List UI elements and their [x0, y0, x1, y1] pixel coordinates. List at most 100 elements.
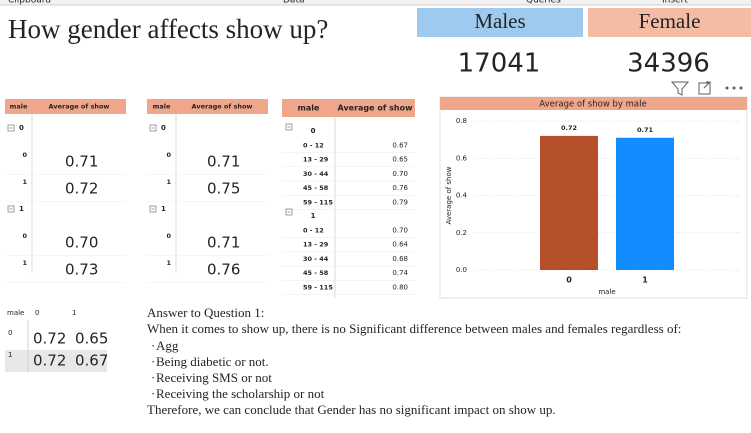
- table-header: [147, 99, 268, 114]
- more-dot[interactable]: [739, 86, 743, 90]
- card-label: Female: [639, 9, 701, 33]
- row-label: 1: [166, 259, 171, 267]
- collapse-icon: [285, 123, 293, 131]
- answer-conclusion: Therefore, we can conclude that Gender h…: [147, 402, 556, 417]
- x-axis-title: male: [598, 288, 615, 296]
- card-value: 17041: [458, 49, 541, 79]
- more-dot[interactable]: [732, 86, 736, 90]
- y-tick-label: 0.0: [456, 266, 467, 274]
- bullet-dot: ·: [151, 370, 155, 385]
- ribbon-label: Queries: [526, 0, 561, 6]
- y-axis-title: Average of show: [445, 166, 453, 224]
- cell-value: 0.67: [392, 141, 408, 149]
- matrix-value: 0.72: [33, 352, 66, 370]
- row-label: 1: [22, 259, 27, 267]
- y-tick-label: 0.2: [456, 229, 467, 237]
- cell-value: 0.76: [392, 184, 408, 192]
- data-label: 0.72: [561, 124, 577, 132]
- answer-bullet: Agg: [156, 338, 179, 353]
- cell-value: 0.76: [207, 261, 240, 279]
- cell-value: 0.75: [207, 180, 240, 198]
- y-tick-label: 0.8: [456, 117, 467, 125]
- collapse-icon: [149, 124, 157, 132]
- row-label: 1: [166, 178, 171, 186]
- table-header: [282, 99, 415, 117]
- collapse-icon: [149, 205, 157, 213]
- cell-value: 0.73: [65, 261, 98, 279]
- matrix-value: 0.72: [33, 330, 66, 348]
- group-label: 0: [311, 127, 316, 135]
- cell-value: 0.65: [392, 156, 408, 164]
- y-tick-label: 0.4: [456, 192, 468, 200]
- bullet-dot: ·: [151, 354, 155, 369]
- cell-value: 0.71: [207, 153, 240, 171]
- matrix-corner: male: [7, 309, 24, 317]
- matrix-value: 0.65: [75, 330, 108, 348]
- table-header-cell: male: [10, 103, 28, 111]
- answer-heading: Answer to Question 1:: [147, 305, 264, 320]
- card-header: [588, 8, 751, 37]
- group-label: 1: [161, 205, 166, 213]
- matrix-column: 1: [72, 309, 76, 317]
- table-header-cell: Average of show: [49, 103, 110, 111]
- cell-value: 0.70: [392, 170, 408, 178]
- card-value: 34396: [627, 49, 710, 79]
- cell-value: 0.64: [392, 241, 408, 249]
- filter-icon[interactable]: [670, 81, 690, 96]
- row-label: 30 - 44: [303, 170, 329, 178]
- group-label: 1: [311, 212, 316, 220]
- group-label: 0: [19, 124, 24, 132]
- bullet-dot: ·: [151, 338, 155, 353]
- group-label: 0: [161, 124, 166, 132]
- row-label: 0 - 12: [303, 141, 324, 149]
- ribbon-label: Clipboard: [8, 0, 51, 6]
- cell-value: 0.74: [392, 269, 408, 277]
- ribbon-label: Data: [283, 0, 305, 6]
- matrix-value: 0.67: [75, 352, 108, 370]
- matrix-row-label: 1: [8, 351, 12, 359]
- row-label: 1: [22, 178, 27, 186]
- card-label: Males: [474, 9, 525, 33]
- row-label: 45 - 58: [303, 184, 329, 192]
- answer-intro: When it comes to show up, there is no Si…: [147, 321, 681, 336]
- focus-arrow: [703, 81, 711, 89]
- y-tick-label: 0.6: [456, 154, 468, 162]
- answer-bullet: Receiving SMS or not: [156, 370, 272, 385]
- collapse-icon: [285, 208, 293, 216]
- row-label: 0: [22, 232, 27, 240]
- matrix-row-band: [5, 350, 107, 372]
- cell-value: 0.80: [392, 284, 408, 292]
- table-header-cell: male: [298, 104, 320, 113]
- row-label: 0: [166, 151, 171, 159]
- matrix-row-label: 0: [8, 329, 12, 337]
- table-header-cell: Average of show: [192, 103, 253, 111]
- matrix-column: 0: [35, 309, 39, 317]
- cell-value: 0.72: [65, 180, 98, 198]
- cell-value: 0.71: [207, 234, 240, 252]
- page-title: How gender affects show up?: [8, 14, 328, 44]
- focus-icon[interactable]: [698, 82, 711, 95]
- answer-bullet: Receiving the scholarship or not: [156, 386, 325, 401]
- row-label: 0 - 12: [303, 226, 324, 234]
- row-label: 13 - 29: [303, 241, 329, 249]
- content: Clipboard Data Queries Insert Males 17041 Fema…: [5, 0, 751, 417]
- card-header: [417, 8, 583, 37]
- group-label: 1: [19, 205, 24, 213]
- ribbon-strip: [0, 0, 751, 5]
- row-label: 45 - 58: [303, 269, 329, 277]
- cell-value: 0.79: [392, 199, 408, 207]
- x-tick-label: 0: [566, 276, 572, 285]
- table-header-cell: Average of show: [338, 104, 414, 113]
- collapse-icon: [7, 205, 15, 213]
- answer-bullet: Being diabetic or not.: [156, 354, 269, 369]
- chart-title-bar: [440, 97, 747, 110]
- more-dot[interactable]: [725, 86, 729, 90]
- cell-value: 0.70: [392, 226, 408, 234]
- table-header: [5, 99, 126, 114]
- chart-title: Average of show by male: [539, 100, 646, 110]
- visual-icons[interactable]: [670, 81, 743, 96]
- collapse-icon: [7, 124, 15, 132]
- row-label: 0: [22, 151, 27, 159]
- cell-value: 0.68: [392, 255, 408, 263]
- row-label: 59 - 115: [303, 284, 333, 292]
